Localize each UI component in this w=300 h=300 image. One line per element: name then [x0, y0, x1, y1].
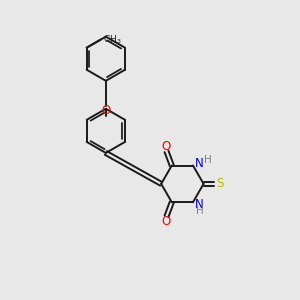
- Text: S: S: [216, 177, 224, 190]
- Text: H: H: [204, 154, 212, 165]
- Text: O: O: [162, 140, 171, 153]
- Text: CH$_3$: CH$_3$: [103, 33, 122, 46]
- Text: N: N: [195, 198, 204, 211]
- Text: N: N: [195, 157, 204, 169]
- Text: O: O: [162, 214, 171, 228]
- Text: O: O: [101, 104, 110, 117]
- Text: H: H: [196, 206, 203, 216]
